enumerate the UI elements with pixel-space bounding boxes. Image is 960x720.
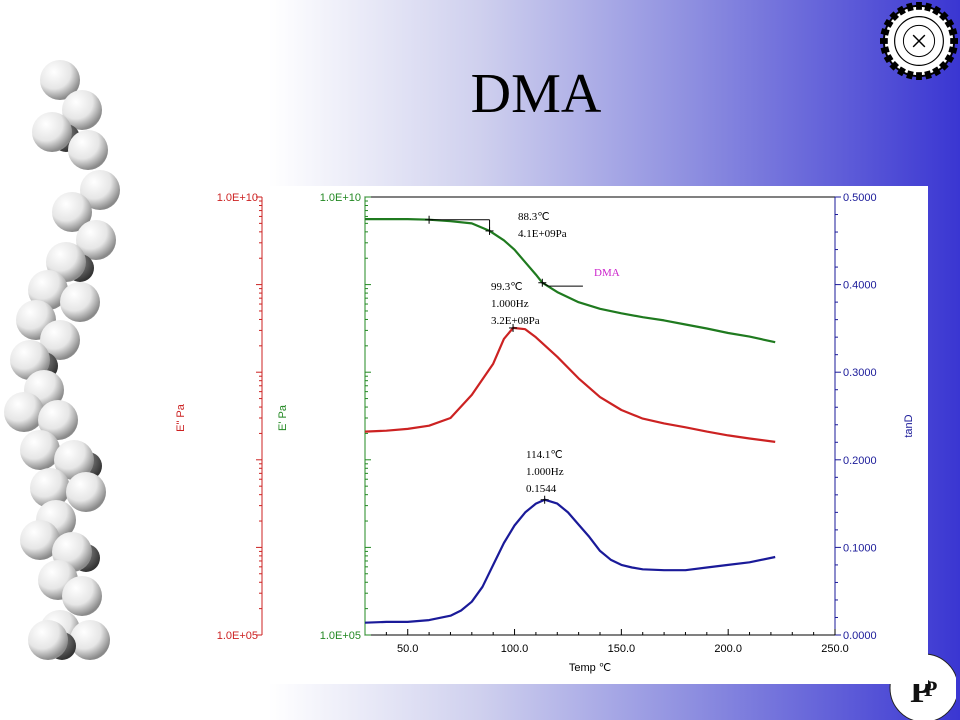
hydrogen-atom xyxy=(10,340,50,380)
annotation-text: 99.3℃ xyxy=(491,281,523,293)
hydrogen-atom xyxy=(38,400,78,440)
hydrogen-atom xyxy=(20,520,60,560)
seal-gear-tooth xyxy=(889,60,900,71)
hydrogen-atom xyxy=(40,320,80,360)
annotation-text: 3.2E+08Pa xyxy=(491,315,540,327)
hydrogen-atom xyxy=(30,468,70,508)
hydrogen-atom xyxy=(40,60,80,100)
hydrogen-atom xyxy=(76,220,116,260)
tand-tick-label: 0.5000 xyxy=(843,192,877,204)
seal-gear-tooth xyxy=(889,11,900,22)
x-tick-label: 250.0 xyxy=(821,643,849,655)
seal-gear-tooth xyxy=(883,54,894,64)
series-line-epp xyxy=(364,326,776,443)
seal-gear-tooth xyxy=(916,2,922,10)
x-tick-label: 150.0 xyxy=(608,643,636,655)
annotation-text: 1.000Hz xyxy=(526,466,564,478)
tand-axis-label: tanD xyxy=(903,414,915,437)
seal-gear-tooth xyxy=(906,2,914,12)
molecule-model-image xyxy=(4,60,120,660)
series-line-ep xyxy=(365,218,776,344)
hydrogen-atom xyxy=(62,90,102,130)
annotation-text: 88.3℃ xyxy=(518,211,550,223)
hydrogen-atom xyxy=(32,112,72,152)
ep-axis-bottom-label: 1.0E+05 xyxy=(320,630,361,642)
seal-gear-tooth xyxy=(948,46,958,54)
annotation-text: 114.1℃ xyxy=(526,449,563,461)
seal-gear-tooth xyxy=(924,70,932,80)
annotation-text: 1.000Hz xyxy=(491,298,529,310)
seal-gear-tooth xyxy=(883,18,894,28)
tand-tick-label: 0.1000 xyxy=(843,542,877,554)
hydrogen-atom xyxy=(68,130,108,170)
ep-axis-label: E' Pa xyxy=(277,404,289,431)
seal-gear-tooth xyxy=(944,54,955,64)
x-axis-label: Temp ℃ xyxy=(569,662,611,674)
ep-axis-top-label: 1.0E+10 xyxy=(320,192,361,204)
annotation-text: 0.1544 xyxy=(526,483,557,495)
seal-gear-tooth xyxy=(932,5,942,16)
epp-axis-top-label: 1.0E+10 xyxy=(217,192,258,204)
x-tick-label: 200.0 xyxy=(714,643,742,655)
seal-gear-tooth xyxy=(948,28,958,36)
tand-tick-label: 0.3000 xyxy=(843,367,877,379)
tand-tick-label: 0.4000 xyxy=(843,280,877,292)
seal-gear-tooth xyxy=(924,2,932,12)
hydrogen-atom xyxy=(66,472,106,512)
seal-gear-tooth xyxy=(880,46,890,54)
epp-axis-bottom-label: 1.0E+05 xyxy=(217,630,258,642)
dma-chart: 1.0E+10 1.0E+05 1.0E+10 1.0E+05 E" Pa E' Pa ta… xyxy=(160,186,928,684)
seal-gear-tooth xyxy=(880,28,890,36)
hydrogen-atom xyxy=(28,270,68,310)
annotation-text: DMA xyxy=(594,267,620,279)
hydrogen-atom xyxy=(20,430,60,470)
seal-gear-tooth xyxy=(896,66,906,77)
annotation-leader xyxy=(542,282,549,287)
hydrogen-atom xyxy=(62,576,102,616)
hydrogen-atom xyxy=(70,620,110,660)
tand-tick-label: 0.0000 xyxy=(843,630,877,642)
slide-title: DMA xyxy=(470,63,602,125)
plot-frame xyxy=(364,196,836,636)
seal-gear-tooth xyxy=(944,18,955,28)
hydrogen-atom xyxy=(60,282,100,322)
seal-gear-tooth xyxy=(932,66,942,77)
hydrogen-atom xyxy=(80,170,120,210)
seal-gear-tooth xyxy=(938,60,949,71)
annotation-text: 4.1E+09Pa xyxy=(518,228,567,240)
hydrogen-atom xyxy=(4,392,44,432)
seal-gear-tooth xyxy=(950,38,958,44)
x-tick-label: 100.0 xyxy=(501,643,529,655)
hydrogen-atom xyxy=(52,192,92,232)
seal-gear-tooth xyxy=(906,70,914,80)
seal-gear-tooth xyxy=(880,38,888,44)
seal-gear-tooth xyxy=(938,11,949,22)
hydrogen-atom xyxy=(28,620,68,660)
hydrogen-atom xyxy=(54,440,94,480)
seal-gear-tooth xyxy=(896,5,906,16)
epp-axis-label: E" Pa xyxy=(175,403,187,432)
tand-tick-label: 0.2000 xyxy=(843,455,877,467)
seal-icon xyxy=(880,2,958,80)
series-line-tand xyxy=(364,498,776,624)
x-tick-label: 50.0 xyxy=(397,643,418,655)
seal-gear-tooth xyxy=(916,72,922,80)
